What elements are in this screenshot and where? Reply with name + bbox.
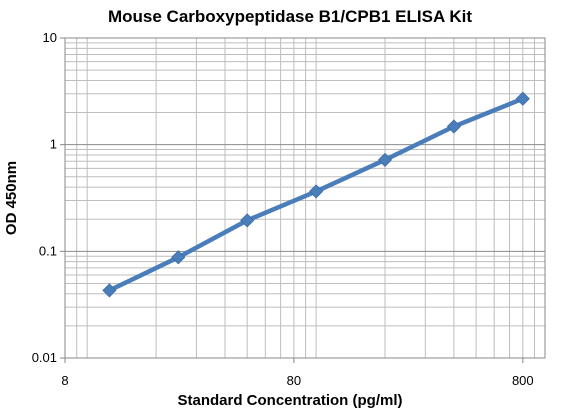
data-point-4: [309, 184, 324, 199]
data-point-6: [446, 119, 461, 134]
chart-title: Mouse Carboxypeptidase B1/CPB1 ELISA Kit: [108, 7, 472, 26]
plot-area-border: [64, 37, 546, 359]
data-point-3: [240, 213, 255, 228]
y-tick-label: 0.1: [39, 243, 57, 258]
data-point-7: [515, 91, 530, 106]
y-tick-label: 1: [50, 137, 57, 152]
data-point-1: [102, 283, 117, 298]
x-tick-label: 80: [287, 373, 301, 388]
x-axis-label: Standard Concentration (pg/ml): [178, 392, 403, 409]
data-point-5: [377, 152, 393, 167]
y-axis-label: OD 450nm: [3, 161, 20, 235]
y-tick-label: 0.01: [32, 350, 57, 365]
data-point-2: [171, 250, 186, 265]
x-tick-label: 800: [512, 373, 534, 388]
y-tick-label: 10: [43, 30, 57, 45]
series-layer: [102, 91, 530, 298]
tick-labels: 0.01 0.1 1 10 8 80 800: [32, 30, 534, 388]
x-tick-label: 8: [61, 373, 68, 388]
